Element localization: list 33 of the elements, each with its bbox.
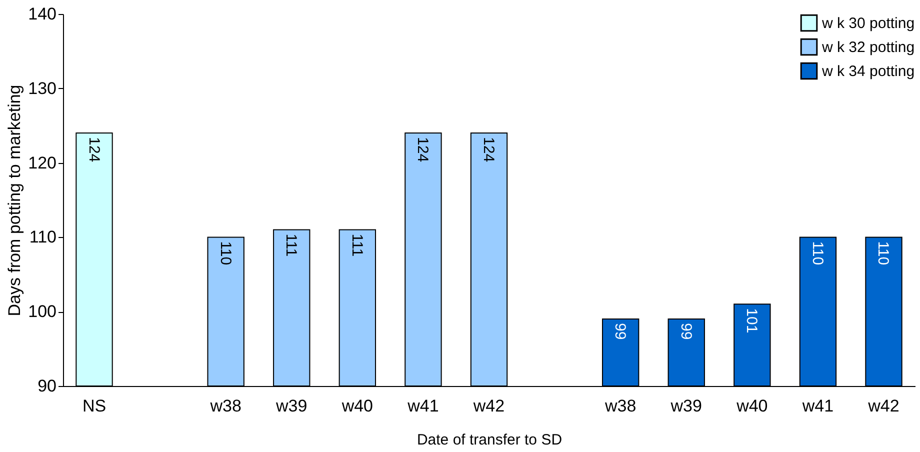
- x-tick-label: w41: [406, 396, 439, 416]
- x-tick-label: w38: [209, 396, 242, 416]
- x-tick-label: w41: [801, 396, 834, 416]
- x-axis-title: Date of transfer to SD: [416, 432, 562, 448]
- y-tick-label: 120: [28, 153, 56, 172]
- data-label: 99: [677, 323, 694, 340]
- x-tick-label: w42: [472, 396, 505, 416]
- data-label: 124: [414, 137, 432, 162]
- data-label: 110: [216, 241, 234, 266]
- data-label: 99: [612, 323, 629, 340]
- legend-label: w k 34 potting: [821, 63, 915, 80]
- data-label: 110: [874, 241, 892, 266]
- data-label: 110: [808, 241, 826, 266]
- data-label: 124: [480, 137, 497, 162]
- x-tick-label: w39: [670, 396, 702, 416]
- y-tick-label: 140: [28, 4, 56, 24]
- x-tick-label: w39: [275, 396, 308, 416]
- data-label: 111: [282, 234, 300, 257]
- y-tick-label: 90: [38, 376, 56, 396]
- data-label: 101: [743, 308, 760, 334]
- y-tick-label: 100: [28, 302, 56, 322]
- x-tick-label: w38: [604, 396, 636, 416]
- x-tick-label: w40: [340, 396, 374, 416]
- x-tick-label: NS: [82, 396, 106, 416]
- x-tick-label: w40: [736, 396, 768, 416]
- data-label: 111: [348, 234, 366, 257]
- legend-label: w k 30 potting: [821, 15, 915, 32]
- data-label: 124: [85, 137, 102, 162]
- y-axis-title: Days from potting to marketing: [5, 84, 24, 316]
- x-tick-label: w42: [867, 396, 900, 416]
- y-tick-label: 130: [28, 78, 56, 98]
- legend-label: w k 32 potting: [821, 39, 915, 56]
- y-tick-label: 110: [29, 228, 56, 247]
